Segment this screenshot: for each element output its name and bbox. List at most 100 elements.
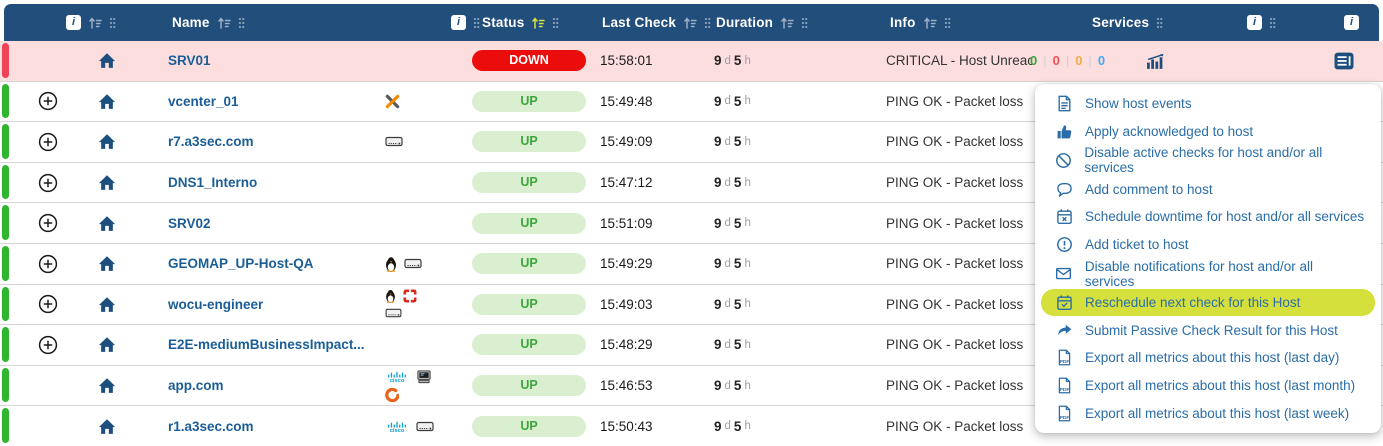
status-badge[interactable]: DOWN	[472, 50, 586, 72]
drag-handle-icon[interactable]	[801, 17, 808, 29]
home-icon[interactable]	[98, 41, 120, 81]
menu-item-disable-notifications[interactable]: Disable notifications for host and/or al…	[1041, 259, 1375, 289]
expand-button[interactable]	[38, 203, 60, 243]
menu-item-export-metrics-last-week[interactable]: Export all metrics about this host (last…	[1041, 399, 1375, 427]
home-icon[interactable]	[98, 163, 120, 203]
header-services-column: Services	[1092, 4, 1163, 41]
status-badge[interactable]: UP	[472, 90, 586, 112]
host-name-link[interactable]: vcenter_01	[168, 93, 239, 109]
metrics-graph-icon[interactable]	[1146, 41, 1172, 81]
home-icon[interactable]	[98, 366, 120, 406]
header-duration-column: Duration	[716, 4, 808, 41]
info-badge-icon[interactable]: i	[66, 15, 81, 30]
status-badge[interactable]: UP	[472, 253, 586, 275]
host-state-bar	[2, 124, 9, 159]
status-badge[interactable]: UP	[472, 293, 586, 315]
header-lastcheck-column: Last Check	[602, 4, 711, 41]
linux-penguin-icon	[385, 256, 397, 272]
cisco-icon	[385, 420, 409, 433]
host-name-link[interactable]: E2E-mediumBusinessImpact...	[168, 337, 365, 353]
info-text: PING OK - Packet loss	[886, 296, 1024, 312]
home-icon[interactable]	[98, 285, 120, 325]
status-badge[interactable]: UP	[472, 131, 586, 153]
menu-item-export-metrics-last-month[interactable]: Export all metrics about this host (last…	[1041, 372, 1375, 400]
expand-button[interactable]	[38, 325, 60, 365]
sort-icon[interactable]	[683, 16, 697, 30]
last-check-value: 15:51:09	[600, 215, 653, 231]
host-name-link[interactable]: SRV01	[168, 53, 211, 69]
menu-item-show-host-events[interactable]: Show host events	[1041, 90, 1375, 118]
info-badge-icon[interactable]: i	[451, 15, 466, 30]
header-status-column: Status	[482, 4, 559, 41]
header-osicons-column: i	[451, 4, 480, 41]
sort-icon[interactable]	[923, 16, 937, 30]
home-icon[interactable]	[98, 82, 120, 122]
drag-handle-icon[interactable]	[109, 17, 116, 29]
header-info-column: Info	[890, 4, 951, 41]
home-icon[interactable]	[98, 203, 120, 243]
menu-item-disable-active-checks[interactable]: Disable active checks for host and/or al…	[1041, 145, 1375, 175]
sort-icon[interactable]	[780, 16, 794, 30]
menu-item-add-ticket[interactable]: Add ticket to host	[1041, 231, 1375, 259]
status-badge[interactable]: UP	[472, 334, 586, 356]
drag-handle-icon[interactable]	[1156, 17, 1163, 29]
info-text: PING OK - Packet loss	[886, 134, 1024, 150]
table-header: i Name i Status Last Check Duration	[4, 4, 1379, 41]
info-badge-icon[interactable]: i	[1344, 15, 1359, 30]
sort-icon[interactable]	[217, 16, 231, 30]
sort-icon-active[interactable]	[531, 16, 545, 30]
home-icon[interactable]	[98, 325, 120, 365]
info-badge-icon[interactable]: i	[1247, 15, 1262, 30]
info-text: PING OK - Packet loss	[886, 215, 1024, 231]
menu-item-export-metrics-last-day[interactable]: Export all metrics about this host (last…	[1041, 344, 1375, 372]
drag-handle-icon[interactable]	[1269, 17, 1276, 29]
menu-item-reschedule-next-check[interactable]: Reschedule next check for this Host	[1041, 288, 1375, 317]
host-name-link[interactable]: GEOMAP_UP-Host-QA	[168, 256, 314, 272]
services-critical-count: 0	[1052, 53, 1060, 69]
host-state-bar	[2, 205, 9, 240]
host-name-link[interactable]: wocu-engineer	[168, 296, 264, 312]
host-name-link[interactable]: r1.a3sec.com	[168, 418, 254, 434]
last-check-value: 15:49:29	[600, 256, 653, 272]
menu-item-submit-passive-check[interactable]: Submit Passive Check Result for this Hos…	[1041, 316, 1375, 344]
home-icon[interactable]	[98, 122, 120, 162]
expand-button[interactable]	[38, 285, 60, 325]
host-name-link[interactable]: SRV02	[168, 215, 211, 231]
drag-handle-icon[interactable]	[944, 17, 951, 29]
menu-item-add-comment[interactable]: Add comment to host	[1041, 175, 1375, 203]
menu-item-apply-acknowledged[interactable]: Apply acknowledged to host	[1041, 118, 1375, 146]
drag-handle-icon[interactable]	[238, 17, 245, 29]
drag-handle-icon[interactable]	[552, 17, 559, 29]
status-badge[interactable]: UP	[472, 212, 586, 234]
server-drive-icon	[404, 257, 422, 270]
last-check-value: 15:47:12	[600, 175, 653, 191]
home-icon[interactable]	[98, 406, 120, 446]
journal-menu-icon[interactable]	[1334, 41, 1360, 81]
host-name-link[interactable]: app.com	[168, 378, 224, 394]
home-icon[interactable]	[98, 244, 120, 284]
expand-button[interactable]	[38, 82, 60, 122]
host-state-bar	[2, 245, 9, 281]
status-badge[interactable]: UP	[472, 172, 586, 194]
drag-handle-icon[interactable]	[473, 17, 480, 29]
column-label-services: Services	[1092, 15, 1150, 30]
status-badge[interactable]: UP	[472, 415, 586, 437]
expand-button[interactable]	[38, 122, 60, 162]
host-name-link[interactable]: r7.a3sec.com	[168, 134, 254, 150]
services-warning-count: 0	[1075, 53, 1083, 69]
sort-icon[interactable]	[88, 16, 102, 30]
host-name-link[interactable]: DNS1_Interno	[168, 175, 258, 191]
drag-handle-icon[interactable]	[704, 17, 711, 29]
header-graph-column: i	[1247, 4, 1276, 41]
expand-button[interactable]	[38, 163, 60, 203]
service-counters[interactable]: 0 | 0 | 0 | 0	[1030, 53, 1106, 69]
status-badge[interactable]: UP	[472, 375, 586, 397]
expand-button[interactable]	[38, 244, 60, 284]
menu-item-schedule-downtime[interactable]: Schedule downtime for host and/or all se…	[1041, 203, 1375, 231]
